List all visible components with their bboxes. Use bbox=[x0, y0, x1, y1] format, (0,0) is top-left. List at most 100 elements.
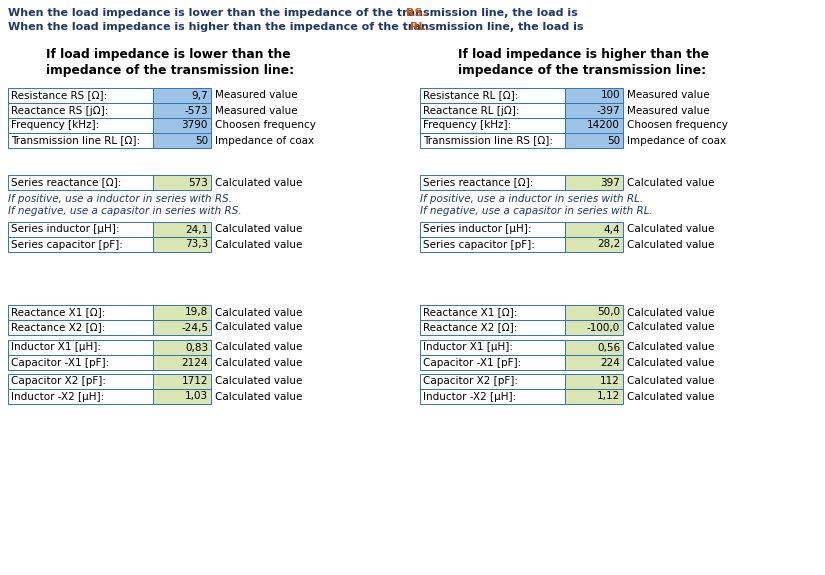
Text: 1,12: 1,12 bbox=[596, 392, 620, 401]
Text: 50: 50 bbox=[195, 136, 208, 145]
Text: 0,56: 0,56 bbox=[596, 343, 620, 352]
Bar bbox=[153, 340, 211, 355]
Bar bbox=[565, 118, 623, 133]
Bar bbox=[8, 340, 153, 355]
Text: 112: 112 bbox=[600, 377, 620, 386]
Text: Reactance X2 [Ω]:: Reactance X2 [Ω]: bbox=[423, 323, 517, 332]
Text: 0,83: 0,83 bbox=[185, 343, 208, 352]
Text: Reactance X1 [Ω]:: Reactance X1 [Ω]: bbox=[11, 308, 106, 317]
Text: If negative, use a capasitor in series with RL.: If negative, use a capasitor in series w… bbox=[420, 206, 653, 216]
Bar bbox=[153, 355, 211, 370]
Text: 73,3: 73,3 bbox=[185, 240, 208, 250]
Text: -100,0: -100,0 bbox=[587, 323, 620, 332]
Bar bbox=[565, 88, 623, 103]
Bar bbox=[8, 175, 153, 190]
Bar bbox=[8, 305, 153, 320]
Text: If positive, use a inductor in series with RL.: If positive, use a inductor in series wi… bbox=[420, 194, 644, 204]
Text: Frequency [kHz]:: Frequency [kHz]: bbox=[423, 121, 512, 131]
Text: Calculated value: Calculated value bbox=[215, 178, 303, 187]
Text: Calculated value: Calculated value bbox=[627, 343, 714, 352]
Bar bbox=[153, 222, 211, 237]
Text: 100: 100 bbox=[601, 90, 620, 101]
Bar bbox=[8, 118, 153, 133]
Text: -24,5: -24,5 bbox=[181, 323, 208, 332]
Text: Calculated value: Calculated value bbox=[627, 358, 714, 367]
Text: 3790: 3790 bbox=[182, 121, 208, 131]
Bar bbox=[153, 320, 211, 335]
Bar bbox=[565, 355, 623, 370]
Text: Transmission line RL [Ω]:: Transmission line RL [Ω]: bbox=[11, 136, 140, 145]
Bar bbox=[8, 133, 153, 148]
Text: Inductor -X2 [μH]:: Inductor -X2 [μH]: bbox=[423, 392, 516, 401]
Text: 2124: 2124 bbox=[182, 358, 208, 367]
Text: Capacitor -X1 [pF]:: Capacitor -X1 [pF]: bbox=[423, 358, 521, 367]
Text: 19,8: 19,8 bbox=[185, 308, 208, 317]
Text: Calculated value: Calculated value bbox=[627, 377, 714, 386]
Text: Measured value: Measured value bbox=[215, 105, 298, 116]
Bar bbox=[8, 103, 153, 118]
Bar bbox=[565, 237, 623, 252]
Bar bbox=[153, 175, 211, 190]
Text: Inductor -X2 [μH]:: Inductor -X2 [μH]: bbox=[11, 392, 104, 401]
Text: Reactance X2 [Ω]:: Reactance X2 [Ω]: bbox=[11, 323, 106, 332]
Text: Reactance RL [jΩ]:: Reactance RL [jΩ]: bbox=[423, 105, 520, 116]
Text: Choosen frequency: Choosen frequency bbox=[215, 121, 316, 131]
Bar bbox=[8, 222, 153, 237]
Bar bbox=[565, 389, 623, 404]
Text: 1,03: 1,03 bbox=[185, 392, 208, 401]
Bar bbox=[8, 355, 153, 370]
Bar bbox=[420, 320, 565, 335]
Bar bbox=[420, 237, 565, 252]
Bar bbox=[565, 340, 623, 355]
Text: Inductor X1 [μH]:: Inductor X1 [μH]: bbox=[423, 343, 513, 352]
Text: RS.: RS. bbox=[406, 8, 427, 18]
Text: Reactance RS [jΩ]:: Reactance RS [jΩ]: bbox=[11, 105, 108, 116]
Text: RL.: RL. bbox=[410, 22, 430, 32]
Text: Transmission line RS [Ω]:: Transmission line RS [Ω]: bbox=[423, 136, 553, 145]
Text: Calculated value: Calculated value bbox=[215, 358, 303, 367]
Text: Capacitor -X1 [pF]:: Capacitor -X1 [pF]: bbox=[11, 358, 109, 367]
Text: Series capacitor [pF]:: Series capacitor [pF]: bbox=[11, 240, 123, 250]
Text: If negative, use a capasitor in series with RS.: If negative, use a capasitor in series w… bbox=[8, 206, 242, 216]
Text: Calculated value: Calculated value bbox=[627, 308, 714, 317]
Text: Frequency [kHz]:: Frequency [kHz]: bbox=[11, 121, 99, 131]
Text: Calculated value: Calculated value bbox=[627, 224, 714, 235]
Text: Measured value: Measured value bbox=[627, 90, 710, 101]
Text: Series reactance [Ω]:: Series reactance [Ω]: bbox=[423, 178, 534, 187]
Text: 4,4: 4,4 bbox=[603, 224, 620, 235]
Text: Impedance of coax: Impedance of coax bbox=[627, 136, 726, 145]
Text: Calculated value: Calculated value bbox=[215, 377, 303, 386]
Bar bbox=[420, 374, 565, 389]
Text: 1712: 1712 bbox=[182, 377, 208, 386]
Text: Calculated value: Calculated value bbox=[627, 240, 714, 250]
Bar bbox=[420, 118, 565, 133]
Text: Series capacitor [pF]:: Series capacitor [pF]: bbox=[423, 240, 535, 250]
Bar bbox=[153, 118, 211, 133]
Bar bbox=[420, 355, 565, 370]
Text: Inductor X1 [μH]:: Inductor X1 [μH]: bbox=[11, 343, 101, 352]
Bar bbox=[420, 305, 565, 320]
Text: Calculated value: Calculated value bbox=[215, 392, 303, 401]
Bar bbox=[8, 88, 153, 103]
Bar bbox=[420, 389, 565, 404]
Text: Choosen frequency: Choosen frequency bbox=[627, 121, 728, 131]
Text: Capacitor X2 [pF]:: Capacitor X2 [pF]: bbox=[11, 377, 106, 386]
Text: Calculated value: Calculated value bbox=[215, 224, 303, 235]
Text: If load impedance is higher than the
impedance of the transmission line:: If load impedance is higher than the imp… bbox=[458, 48, 710, 77]
Text: 9,7: 9,7 bbox=[191, 90, 208, 101]
Text: When the load impedance is higher than the impedance of the transmission line, t: When the load impedance is higher than t… bbox=[8, 22, 587, 32]
Text: Calculated value: Calculated value bbox=[215, 323, 303, 332]
Bar bbox=[420, 222, 565, 237]
Bar bbox=[153, 133, 211, 148]
Bar bbox=[153, 237, 211, 252]
Text: 14200: 14200 bbox=[587, 121, 620, 131]
Text: Impedance of coax: Impedance of coax bbox=[215, 136, 314, 145]
Text: 28,2: 28,2 bbox=[596, 240, 620, 250]
Text: Series inductor [μH]:: Series inductor [μH]: bbox=[11, 224, 120, 235]
Bar bbox=[420, 133, 565, 148]
Bar bbox=[153, 103, 211, 118]
Text: Resistance RS [Ω]:: Resistance RS [Ω]: bbox=[11, 90, 107, 101]
Text: 50: 50 bbox=[607, 136, 620, 145]
Bar bbox=[565, 222, 623, 237]
Bar bbox=[420, 88, 565, 103]
